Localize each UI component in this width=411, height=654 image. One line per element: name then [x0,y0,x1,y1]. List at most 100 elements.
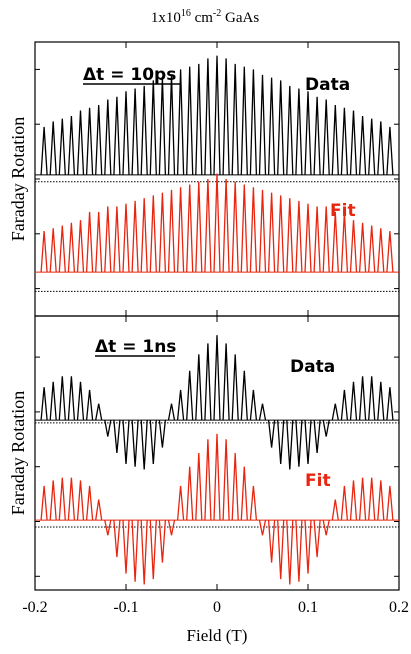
spike [76,220,85,273]
spike [213,173,221,273]
spike [67,222,76,273]
spike [113,420,121,454]
spike [213,335,221,421]
spike [58,477,66,521]
spike [368,225,376,273]
spike [213,55,221,175]
title-part: GaAs [221,10,259,26]
spike [377,480,385,521]
spike [195,63,203,175]
spike [240,370,248,421]
spike [122,91,130,175]
title-part: 1x10 [151,10,181,26]
spike [113,96,121,175]
spike [49,121,57,175]
spike [304,203,312,273]
spike [113,520,121,558]
spike [249,389,258,421]
spike [267,420,276,448]
spike [358,222,367,273]
spike [331,104,339,175]
spike [277,80,285,175]
spike [358,376,367,421]
spike [104,420,112,437]
spike [58,118,66,175]
spike [49,228,57,273]
spike [258,520,267,536]
spike [286,85,294,175]
spike [149,195,157,273]
x-tick-label: 0.1 [298,599,318,616]
x-axis-label: Field (T) [187,626,248,645]
spike [277,420,285,465]
spike [204,58,212,175]
spike [240,184,248,273]
spike [258,74,267,175]
spike [340,211,349,273]
spike [167,189,176,273]
spike [122,203,130,273]
spike [149,420,157,465]
spike [140,520,148,585]
spike [368,477,376,521]
y-axis-label: Faraday Rotation [8,117,28,241]
spike [122,520,130,574]
spike [76,110,85,175]
spike [331,499,339,521]
figure-title: 1x1016 cm-2 GaAs [151,8,259,26]
spike [195,354,203,421]
spike [277,195,285,273]
spike [377,228,385,273]
spike [104,99,112,175]
spike [322,99,330,175]
spike [240,466,248,521]
spike [358,477,367,521]
spike [158,520,167,563]
spike [231,452,239,521]
spike [140,420,148,470]
spike [240,66,248,175]
spike [313,96,321,175]
spike [368,376,376,421]
spike [104,520,112,536]
spike [322,420,330,437]
spike [295,520,303,582]
spike [213,433,221,521]
spike [85,107,94,175]
spike [176,485,185,521]
spike [286,198,294,273]
spike [386,126,394,175]
spike [222,343,230,421]
spike [313,420,321,454]
spike [313,206,321,273]
spike [40,126,48,175]
spike [349,381,358,421]
spike [67,477,76,521]
spike [222,178,230,273]
spike [67,115,76,175]
spike [386,485,394,521]
spike [131,520,139,582]
spike [386,387,394,421]
title-part: cm [191,10,213,26]
spike [204,439,212,521]
spike [131,420,139,467]
spike [186,66,194,175]
spike [76,480,85,521]
spike [322,206,330,273]
y-axis-label: Faraday Rotation [8,391,28,515]
spike [222,58,230,175]
spike [349,480,358,521]
spike [149,80,157,175]
spike [231,63,239,175]
spike [167,74,176,175]
spike [286,420,294,470]
spike [222,439,230,521]
spike [176,69,185,175]
spike [286,520,294,585]
spike [195,181,203,273]
spike [267,520,276,563]
spike [295,200,303,273]
spike [140,85,148,175]
